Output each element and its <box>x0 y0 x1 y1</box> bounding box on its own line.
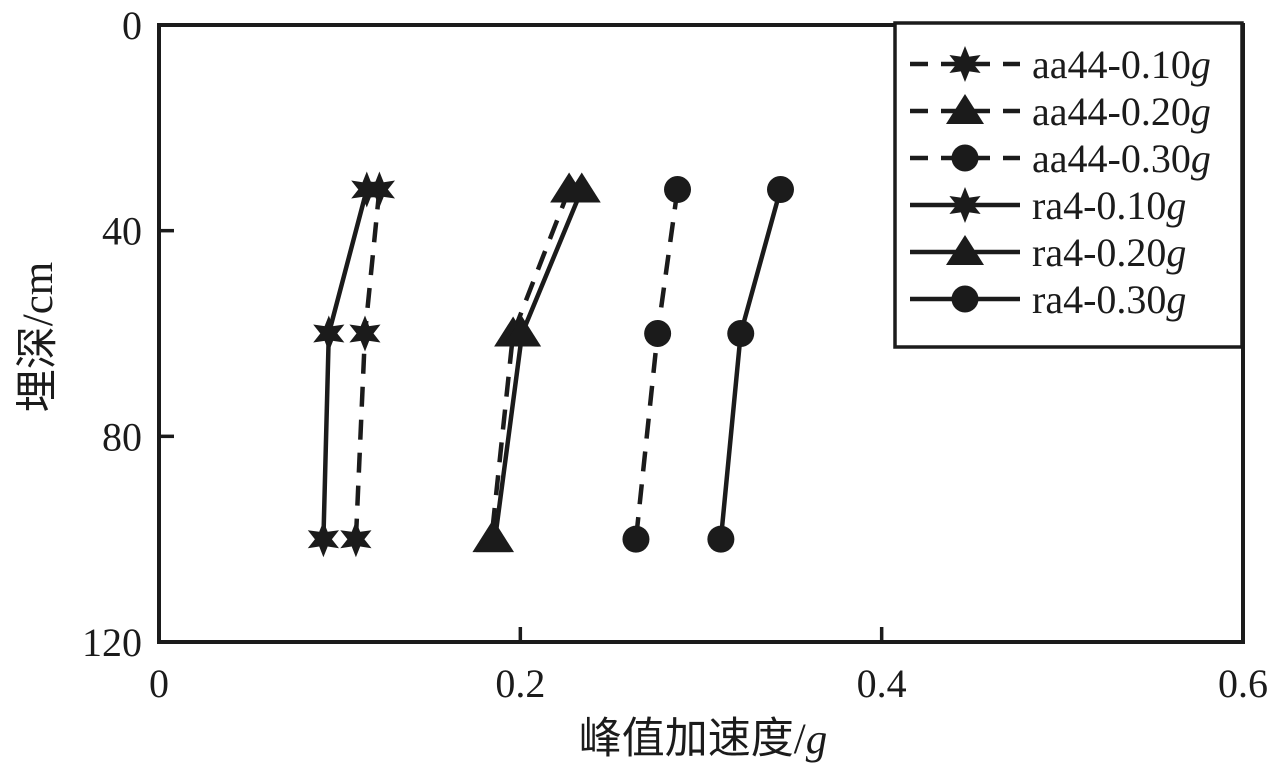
marker-ra4-0.20g-32cm <box>562 172 601 203</box>
x-axis-title: 峰值加速度/g <box>579 716 827 763</box>
y-tick-label-80: 80 <box>102 414 142 459</box>
series-line-aa44-0.30g <box>633 189 680 540</box>
legend-label-ra4-0.30g: ra4-0.30g <box>1032 277 1186 322</box>
y-tick-label-120: 120 <box>82 620 142 665</box>
marker-aa44-0.10g-60cm <box>349 315 381 352</box>
y-tick-label-0: 0 <box>122 3 142 48</box>
marker-ra4-0.10g-32cm <box>351 171 383 208</box>
marker-aa44-0.30g-60cm <box>644 320 672 347</box>
legend-label-ra4-0.20g: ra4-0.20g <box>1032 230 1186 275</box>
x-tick-label-0: 0 <box>149 661 169 706</box>
marker-ra4-0.20g-60cm <box>503 316 542 347</box>
marker-aa44-0.10g-32cm <box>363 171 395 208</box>
legend-marker-triangle <box>946 94 984 124</box>
marker-ra4-0.30g-60cm <box>727 320 755 347</box>
x-tick-label-0.4: 0.4 <box>857 661 907 706</box>
y-axis-title: 埋深/cm <box>15 262 62 412</box>
marker-ra4-0.10g-60cm <box>313 315 345 352</box>
series-line-ra4-0.30g <box>718 188 783 540</box>
y-tick-label-40: 40 <box>102 209 142 254</box>
legend-item-ra4-0.10g: ra4-0.10g <box>910 183 1186 228</box>
legend-marker-circle <box>951 285 979 313</box>
legend-item-aa44-0.20g: aa44-0.20g <box>910 89 1211 134</box>
legend-label-aa44-0.10g: aa44-0.10g <box>1032 42 1211 87</box>
legend-marker-star <box>949 187 981 223</box>
plot-area: 0 0.2 0.4 0.6 0 40 80 120 <box>82 3 1268 706</box>
marker-ra4-0.20g-100cm <box>476 522 515 553</box>
legend-marker-circle <box>951 144 979 172</box>
legend-label-aa44-0.30g: aa44-0.30g <box>1032 136 1211 181</box>
x-axis-title-unit: g <box>806 716 828 763</box>
series-line-aa44-0.10g <box>353 189 382 540</box>
legend-item-aa44-0.10g: aa44-0.10g <box>910 42 1211 87</box>
marker-aa44-0.30g-100cm <box>622 525 650 553</box>
series-line-ra4-0.20g <box>492 188 584 540</box>
legend-item-ra4-0.30g: ra4-0.30g <box>910 277 1186 322</box>
marker-ra4-0.30g-32cm <box>766 176 794 204</box>
legend-label-ra4-0.10g: ra4-0.10g <box>1032 183 1186 228</box>
legend-label-aa44-0.20g: aa44-0.20g <box>1032 89 1211 134</box>
legend-item-aa44-0.30g: aa44-0.30g <box>910 136 1211 181</box>
marker-aa44-0.30g-32cm <box>664 176 692 204</box>
legend-box <box>893 21 1244 349</box>
x-axis-title-text: 峰值加速度/ <box>579 716 806 763</box>
marker-aa44-0.10g-100cm <box>340 521 372 558</box>
marker-ra4-0.10g-100cm <box>307 521 339 558</box>
marker-ra4-0.30g-100cm <box>707 525 735 553</box>
legend-marker-triangle <box>946 235 984 265</box>
x-tick-label-0.2: 0.2 <box>495 661 545 706</box>
legend-marker-star <box>949 46 981 82</box>
series-line-aa44-0.20g <box>489 188 572 540</box>
x-tick-label-0.6: 0.6 <box>1218 661 1268 706</box>
legend: aa44-0.10gaa44-0.20gaa44-0.30gra4-0.10gr… <box>893 21 1244 349</box>
legend-item-ra4-0.20g: ra4-0.20g <box>910 230 1186 275</box>
